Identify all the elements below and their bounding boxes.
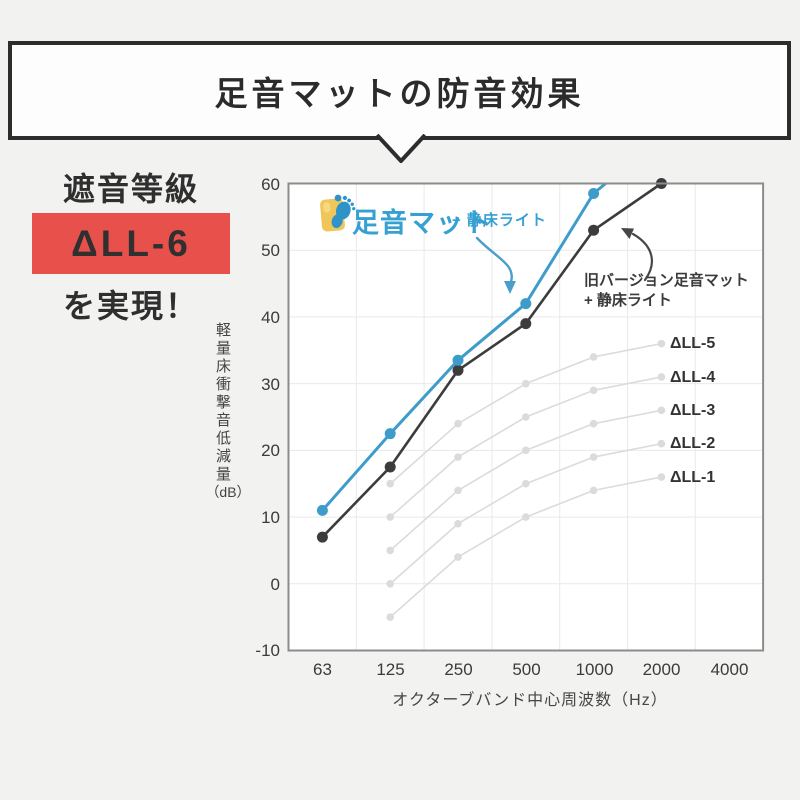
y-tick-30: 30 — [261, 375, 280, 394]
old-version-line1: 旧バージョン足音マット — [584, 272, 749, 289]
x-tick-63: 63 — [313, 660, 332, 679]
x-tick-2000: 2000 — [642, 660, 681, 679]
x-tick-500: 500 — [512, 660, 541, 679]
rating-caption-bottom: を実現！ — [62, 288, 199, 324]
y-tick-0: 0 — [270, 575, 280, 594]
page-title: 足音マットの防音効果 — [214, 74, 585, 112]
series-2 — [386, 339, 666, 488]
series-6 — [386, 473, 666, 621]
y-tick-10: 10 — [261, 508, 280, 527]
legend-arrow-icon — [475, 236, 516, 294]
y-tick-50: 50 — [261, 241, 280, 260]
old-version-arrow-icon — [621, 228, 654, 282]
rating-badge: ΔLL-6 — [32, 213, 230, 274]
speech-bubble-tail — [375, 134, 427, 163]
dll-3-label: ΔLL-3 — [670, 402, 716, 419]
dll-5-label: ΔLL-5 — [670, 335, 716, 352]
title-box: 足音マットの防音効果 — [8, 41, 791, 140]
plot-border — [287, 182, 765, 652]
rating-caption-top: 遮音等級 — [62, 171, 199, 207]
y-axis-unit: （dB） — [205, 484, 251, 500]
legend-brand-suffix: + 静床ライト — [452, 212, 547, 229]
x-tick-1000: 1000 — [575, 660, 614, 679]
legend-brand-name: 足音マット — [352, 208, 492, 238]
x-tick-125: 125 — [376, 660, 405, 679]
y-tick-40: 40 — [261, 308, 280, 327]
x-tick-4000: 4000 — [710, 660, 749, 679]
old-version-line2: + 静床ライト — [584, 292, 672, 309]
x-axis-title: オクターブバンド中心周波数（Hz） — [392, 692, 668, 709]
dll-4-label: ΔLL-4 — [670, 369, 716, 386]
dll-2-label: ΔLL-2 — [670, 435, 716, 452]
y-tick-60: 60 — [261, 175, 280, 194]
y-axis-title: 軽量床衝撃音低減量 — [214, 322, 231, 484]
dll-1-label: ΔLL-1 — [670, 469, 716, 486]
y-tick-m10: -10 — [255, 641, 280, 660]
old-version-annotation: 旧バージョン足音マット + 静床ライト — [584, 271, 764, 311]
series-3 — [386, 373, 666, 521]
x-tick-250: 250 — [444, 660, 473, 679]
y-tick-20: 20 — [261, 441, 280, 460]
series-1 — [316, 178, 667, 543]
series-4 — [386, 406, 666, 555]
series-5 — [386, 439, 666, 588]
